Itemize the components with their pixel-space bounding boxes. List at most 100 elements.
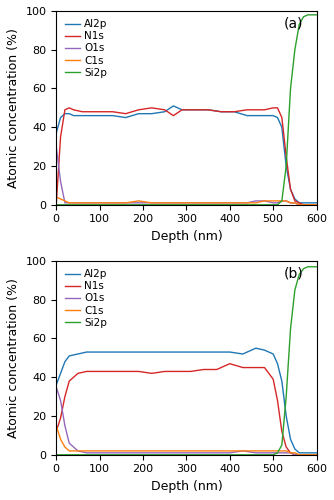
N1s — [293, 452, 297, 458]
Si2p — [137, 202, 141, 208]
Al2p — [71, 112, 75, 118]
Si2p — [150, 452, 154, 458]
C1s — [111, 200, 115, 206]
C1s — [228, 448, 232, 454]
Al2p — [219, 108, 223, 114]
N1s — [306, 452, 310, 458]
Si2p — [150, 202, 154, 208]
X-axis label: Depth (nm): Depth (nm) — [151, 230, 222, 243]
Al2p — [63, 110, 67, 116]
Si2p — [254, 202, 258, 208]
O1s — [163, 200, 167, 206]
O1s — [80, 200, 84, 206]
C1s — [245, 200, 249, 206]
N1s — [254, 364, 258, 370]
Si2p — [63, 452, 67, 458]
Al2p — [85, 349, 89, 355]
O1s — [280, 198, 284, 204]
Si2p — [310, 12, 314, 18]
Y-axis label: Atomic concentration (%): Atomic concentration (%) — [7, 278, 20, 438]
N1s — [189, 368, 193, 374]
C1s — [98, 200, 102, 206]
C1s — [297, 202, 301, 208]
Si2p — [67, 452, 71, 458]
Al2p — [263, 347, 267, 353]
Line: N1s: N1s — [56, 364, 317, 455]
Al2p — [137, 349, 141, 355]
C1s — [193, 200, 197, 206]
C1s — [189, 448, 193, 454]
Si2p — [219, 202, 223, 208]
Si2p — [89, 202, 93, 208]
O1s — [284, 198, 288, 204]
Legend: Al2p, N1s, O1s, C1s, Si2p: Al2p, N1s, O1s, C1s, Si2p — [61, 16, 111, 80]
Si2p — [163, 202, 167, 208]
N1s — [111, 108, 115, 114]
C1s — [150, 200, 154, 206]
Si2p — [171, 202, 175, 208]
Al2p — [80, 112, 84, 118]
N1s — [245, 107, 249, 113]
Al2p — [111, 112, 115, 118]
Al2p — [228, 349, 232, 355]
O1s — [63, 422, 67, 428]
N1s — [271, 105, 275, 111]
Al2p — [206, 107, 210, 113]
O1s — [232, 200, 236, 206]
Si2p — [80, 202, 84, 208]
O1s — [306, 452, 310, 458]
C1s — [271, 448, 275, 454]
O1s — [193, 200, 197, 206]
O1s — [58, 398, 62, 404]
Al2p — [310, 200, 314, 206]
N1s — [315, 202, 319, 208]
O1s — [245, 200, 249, 206]
O1s — [206, 200, 210, 206]
Al2p — [302, 200, 306, 206]
Al2p — [241, 351, 245, 357]
C1s — [206, 200, 210, 206]
N1s — [163, 368, 167, 374]
N1s — [67, 105, 71, 111]
Al2p — [171, 103, 175, 109]
O1s — [219, 200, 223, 206]
O1s — [293, 452, 297, 458]
C1s — [124, 448, 128, 454]
Al2p — [67, 353, 71, 359]
N1s — [150, 105, 154, 111]
N1s — [163, 107, 167, 113]
Si2p — [228, 452, 232, 458]
O1s — [85, 450, 89, 456]
Si2p — [271, 202, 275, 208]
N1s — [150, 370, 154, 376]
O1s — [137, 200, 141, 206]
Al2p — [306, 450, 310, 456]
Text: (b): (b) — [284, 267, 304, 281]
C1s — [254, 200, 258, 206]
N1s — [228, 360, 232, 366]
Line: Si2p: Si2p — [56, 15, 317, 205]
N1s — [58, 415, 62, 421]
Al2p — [297, 200, 301, 206]
Si2p — [111, 452, 115, 458]
N1s — [289, 186, 293, 192]
C1s — [63, 444, 67, 450]
N1s — [293, 198, 297, 204]
N1s — [193, 107, 197, 113]
Al2p — [124, 349, 128, 355]
C1s — [310, 202, 314, 208]
O1s — [98, 450, 102, 456]
Al2p — [137, 110, 141, 116]
Si2p — [63, 202, 67, 208]
C1s — [219, 200, 223, 206]
Al2p — [310, 450, 314, 456]
Al2p — [180, 107, 184, 113]
N1s — [306, 202, 310, 208]
N1s — [54, 428, 58, 434]
Al2p — [254, 345, 258, 351]
Si2p — [315, 264, 319, 270]
Si2p — [176, 452, 180, 458]
O1s — [241, 448, 245, 454]
Line: C1s: C1s — [56, 426, 317, 455]
N1s — [63, 394, 67, 400]
